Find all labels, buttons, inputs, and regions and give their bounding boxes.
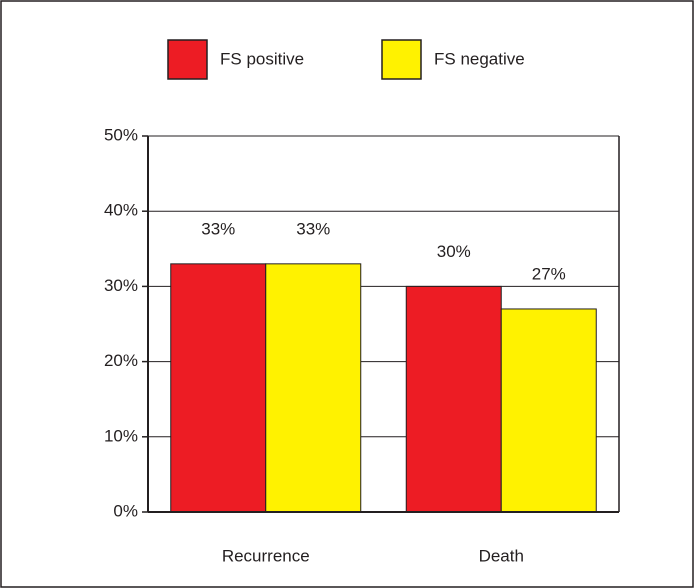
legend-swatch: [381, 39, 422, 80]
bar: [265, 263, 362, 513]
bar: [170, 263, 267, 513]
x-tick-label: Recurrence: [222, 546, 310, 565]
bar: [405, 285, 502, 513]
value-label: 30%: [437, 242, 471, 261]
y-tick-label: 10%: [104, 426, 138, 445]
y-tick-label: 40%: [104, 201, 138, 220]
y-tick-label: 0%: [113, 501, 138, 520]
y-tick-label: 50%: [104, 125, 138, 144]
legend-label: FS positive: [220, 49, 304, 68]
value-label: 33%: [296, 219, 330, 238]
legend-swatch: [167, 39, 208, 80]
x-tick-label: Death: [479, 546, 524, 565]
legend-label: FS negative: [434, 49, 525, 68]
y-tick-label: 20%: [104, 351, 138, 370]
y-tick-label: 30%: [104, 276, 138, 295]
bar: [500, 308, 597, 513]
value-label: 27%: [532, 264, 566, 283]
value-label: 33%: [201, 219, 235, 238]
